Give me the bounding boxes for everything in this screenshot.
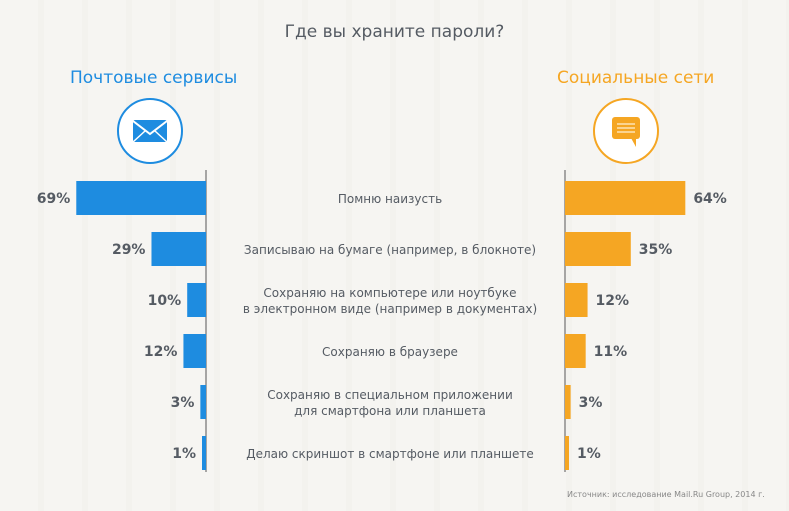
- value-label-mail-3: 12%: [144, 344, 178, 360]
- bar-mail-1: [151, 232, 206, 266]
- category-label-4: Сохраняю в специальном приложении для сма…: [267, 388, 513, 418]
- value-label-social-5: 1%: [577, 446, 601, 462]
- value-label-mail-2: 10%: [148, 293, 182, 309]
- category-label-3: Сохраняю в браузере: [322, 345, 458, 359]
- bar-social-2: [565, 283, 588, 317]
- bar-mail-5: [202, 436, 206, 470]
- chat-bubble-icon: [593, 98, 659, 164]
- legend-social-networks: Социальные сети: [557, 68, 715, 88]
- value-label-social-1: 35%: [639, 242, 673, 258]
- value-label-social-2: 12%: [596, 293, 630, 309]
- chart-title: Где вы храните пароли?: [284, 22, 505, 42]
- source-note: Источник: исследование Mail.Ru Group, 20…: [567, 490, 765, 499]
- bar-mail-3: [183, 334, 206, 368]
- legend-mail-services: Почтовые сервисы: [70, 68, 238, 88]
- bar-social-3: [565, 334, 586, 368]
- category-label-2: Сохраняю на компьютере или ноутбуке в эле…: [243, 286, 537, 316]
- bar-social-0: [565, 181, 686, 215]
- bar-social-4: [565, 385, 571, 419]
- category-label-1: Записываю на бумаге (например, в блокнот…: [244, 243, 536, 257]
- value-label-social-0: 64%: [693, 191, 727, 207]
- value-label-social-3: 11%: [594, 344, 628, 360]
- bar-social-5: [565, 436, 569, 470]
- value-label-mail-0: 69%: [37, 191, 71, 207]
- value-label-social-4: 3%: [579, 395, 603, 411]
- bar-social-1: [565, 232, 631, 266]
- value-label-mail-4: 3%: [171, 395, 195, 411]
- bar-mail-4: [200, 385, 206, 419]
- category-label-0: Помню наизусть: [338, 192, 442, 206]
- bar-mail-2: [187, 283, 206, 317]
- value-label-mail-1: 29%: [112, 242, 146, 258]
- envelope-icon: [117, 98, 183, 164]
- value-label-mail-5: 1%: [172, 446, 196, 462]
- bar-mail-0: [76, 181, 206, 215]
- category-label-5: Делаю скриншот в смартфоне или планшете: [246, 447, 534, 461]
